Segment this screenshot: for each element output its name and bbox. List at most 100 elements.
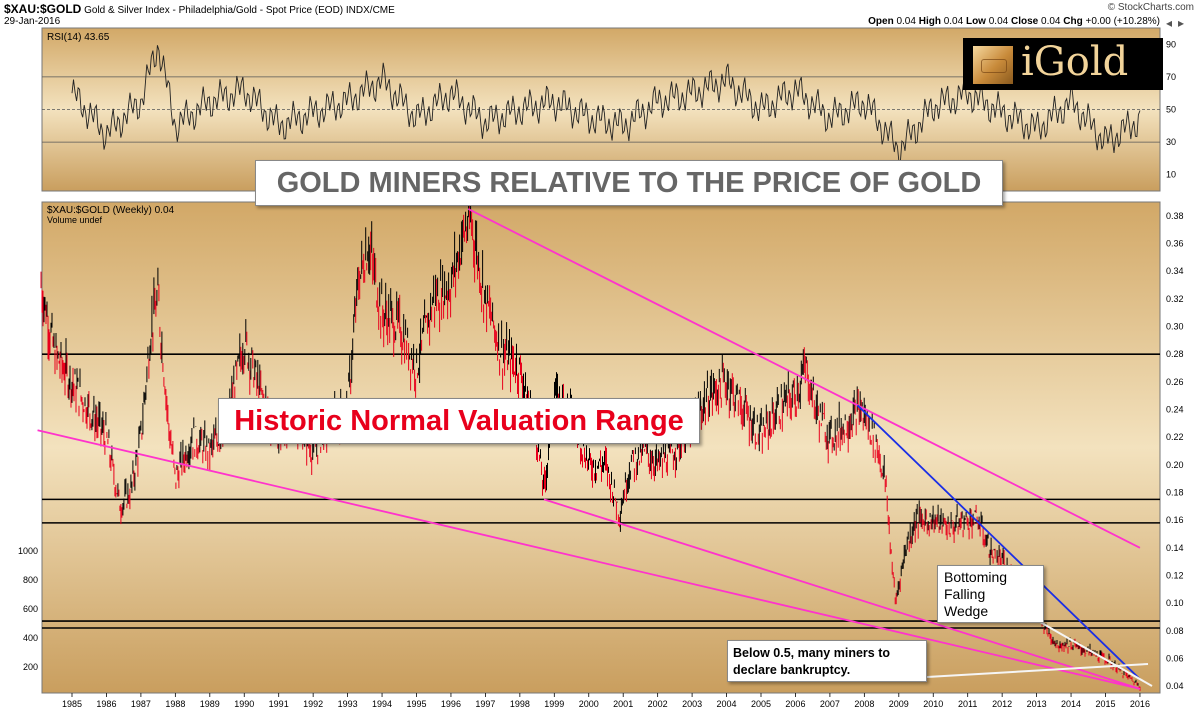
x-tick-label: 1999 <box>544 699 564 709</box>
x-tick-label: 1996 <box>441 699 461 709</box>
low-label: Low <box>965 16 986 27</box>
volume-tick-label: 600 <box>23 604 38 614</box>
x-tick-label: 2003 <box>682 699 702 709</box>
x-tick-label: 2009 <box>889 699 909 709</box>
scroll-left-icon[interactable]: ◂ <box>1165 16 1172 30</box>
gold-bar-icon <box>973 46 1013 84</box>
x-tick-label: 1990 <box>234 699 254 709</box>
price-tick-label: 0.16 <box>1166 515 1184 525</box>
x-tick-label: 2007 <box>820 699 840 709</box>
x-tick-label: 2016 <box>1130 699 1150 709</box>
x-tick-label: 2015 <box>1095 699 1115 709</box>
chg-label: Chg <box>1063 16 1083 27</box>
wedge-line-3: Wedge <box>944 603 989 619</box>
price-tick-label: 0.06 <box>1166 653 1184 663</box>
x-tick-label: 1997 <box>475 699 495 709</box>
price-tick-label: 0.04 <box>1166 681 1184 691</box>
open-label: Open <box>868 16 894 27</box>
volume-tick-label: 1000 <box>18 546 38 556</box>
close-label: Close <box>1011 16 1039 27</box>
wedge-line-2: Falling <box>944 586 986 602</box>
price-tick-label: 0.38 <box>1166 211 1184 221</box>
bankruptcy-callout: Below 0.5, many miners to declare bankru… <box>727 640 927 682</box>
ohlc-readout: Open 0.04 High 0.04 Low 0.04 Close 0.04 … <box>868 16 1160 27</box>
axis-layer: 10 30 50 70 90 200 400 600 800 1000 0.04 0.06 0.08 0.… <box>18 39 1184 709</box>
price-tick-label: 0.22 <box>1166 432 1184 442</box>
bankruptcy-line-2: declare bankruptcy. <box>733 663 851 677</box>
x-tick-label: 2002 <box>648 699 668 709</box>
rsi-label: RSI(14) 43.65 <box>47 32 110 43</box>
x-tick-label: 1985 <box>62 699 82 709</box>
price-tick-label: 0.08 <box>1166 626 1184 636</box>
x-tick-label: 1988 <box>165 699 185 709</box>
price-tick-label: 0.26 <box>1166 377 1184 387</box>
wedge-upper-trendline <box>856 404 1141 680</box>
price-tick-label: 0.36 <box>1166 238 1184 248</box>
channel-trendline <box>467 208 1141 549</box>
price-tick-label: 0.10 <box>1166 598 1184 608</box>
rsi-tick-label: 10 <box>1166 170 1176 180</box>
exchange: INDX/CME <box>345 5 395 16</box>
x-tick-label: 2006 <box>785 699 805 709</box>
high-label: High <box>918 16 941 27</box>
chart-title-box: GOLD MINERS RELATIVE TO THE PRICE OF GOL… <box>255 160 1003 206</box>
rsi-tick-label: 90 <box>1166 39 1176 49</box>
x-tick-label: 2000 <box>579 699 599 709</box>
x-tick-label: 1989 <box>200 699 220 709</box>
price-tick-label: 0.28 <box>1166 349 1184 359</box>
price-tick-label: 0.12 <box>1166 570 1184 580</box>
chart-date: 29-Jan-2016 <box>4 16 61 27</box>
watermark: © StockCharts.com <box>1107 2 1194 13</box>
price-tick-label: 0.24 <box>1166 404 1184 414</box>
igold-logo: iGold <box>963 38 1163 90</box>
x-tick-label: 1998 <box>510 699 530 709</box>
x-tick-label: 1991 <box>269 699 289 709</box>
price-tick-label: 0.18 <box>1166 487 1184 497</box>
price-tick-label: 0.30 <box>1166 321 1184 331</box>
x-tick-label: 2001 <box>613 699 633 709</box>
x-tick-label: 2012 <box>992 699 1012 709</box>
x-tick-label: 2004 <box>717 699 737 709</box>
channel-trendline <box>543 498 1141 690</box>
volume-tick-label: 400 <box>23 633 38 643</box>
open-value: 0.04 <box>896 16 916 27</box>
close-value: 0.04 <box>1041 16 1061 27</box>
price-tick-label: 0.14 <box>1166 543 1184 553</box>
x-tick-label: 2013 <box>1027 699 1047 709</box>
x-tick-label: 1986 <box>96 699 116 709</box>
chg-value: +0.00 (+10.28%) <box>1085 16 1161 27</box>
rsi-tick-label: 30 <box>1166 137 1176 147</box>
volume-tick-label: 200 <box>23 662 38 672</box>
logo-text: iGold <box>1021 39 1129 85</box>
low-value: 0.04 <box>988 16 1009 27</box>
x-tick-label: 2010 <box>923 699 943 709</box>
x-tick-label: 2005 <box>751 699 771 709</box>
x-tick-label: 1992 <box>303 699 323 709</box>
wedge-callout: Bottoming Falling Wedge <box>937 565 1044 623</box>
x-tick-label: 1994 <box>372 699 392 709</box>
price-tick-label: 0.20 <box>1166 460 1184 470</box>
bankruptcy-pointer-line <box>926 663 1149 678</box>
symbol-description: Gold & Silver Index - Philadelphia/Gold … <box>84 5 344 16</box>
wedge-line-1: Bottoming <box>944 569 1008 585</box>
rsi-line <box>71 45 1141 163</box>
x-tick-label: 1993 <box>338 699 358 709</box>
channel-trendline <box>37 429 1141 690</box>
high-value: 0.04 <box>943 16 964 27</box>
symbol: $XAU:$GOLD <box>4 2 82 16</box>
rsi-tick-label: 50 <box>1166 105 1176 115</box>
rsi-tick-label: 70 <box>1166 72 1176 82</box>
price-tick-label: 0.32 <box>1166 294 1184 304</box>
scroll-right-icon[interactable]: ▸ <box>1177 16 1184 30</box>
x-tick-label: 2011 <box>958 699 977 709</box>
x-tick-label: 2008 <box>854 699 874 709</box>
chart-header: $XAU:$GOLD Gold & Silver Index - Philade… <box>4 2 395 16</box>
volume-tick-label: 800 <box>23 575 38 585</box>
volume-label: Volume undef <box>47 215 103 225</box>
price-series-label: $XAU:$GOLD (Weekly) 0.04 <box>47 205 175 216</box>
x-tick-label: 2014 <box>1061 699 1081 709</box>
bankruptcy-line-1: Below 0.5, many miners to <box>733 646 890 660</box>
x-tick-label: 1987 <box>131 699 151 709</box>
wedge-pointer-line <box>1039 621 1153 687</box>
